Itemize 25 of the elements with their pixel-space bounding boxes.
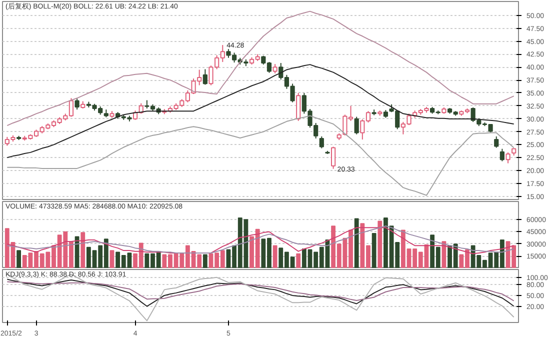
bar bbox=[372, 232, 376, 268]
candlestick bbox=[319, 136, 324, 149]
line-series bbox=[6, 64, 514, 158]
bar bbox=[354, 218, 359, 268]
line-series bbox=[6, 281, 514, 302]
candlestick bbox=[330, 146, 336, 170]
line-series bbox=[6, 278, 514, 307]
line-series bbox=[6, 10, 514, 126]
bar bbox=[296, 253, 301, 268]
candlestick bbox=[354, 116, 359, 135]
candlestick bbox=[74, 98, 80, 110]
bar bbox=[272, 245, 278, 268]
bar bbox=[80, 232, 86, 268]
bar bbox=[442, 241, 446, 268]
candlestick bbox=[500, 148, 504, 162]
candlestick bbox=[202, 68, 208, 86]
bar bbox=[202, 254, 208, 268]
bar bbox=[110, 250, 114, 268]
bar bbox=[16, 250, 22, 268]
bar bbox=[378, 220, 382, 268]
bar bbox=[74, 236, 80, 268]
candlestick bbox=[296, 92, 301, 122]
candlestick bbox=[272, 64, 278, 74]
candlestick bbox=[506, 152, 510, 164]
candlestick bbox=[494, 136, 499, 148]
